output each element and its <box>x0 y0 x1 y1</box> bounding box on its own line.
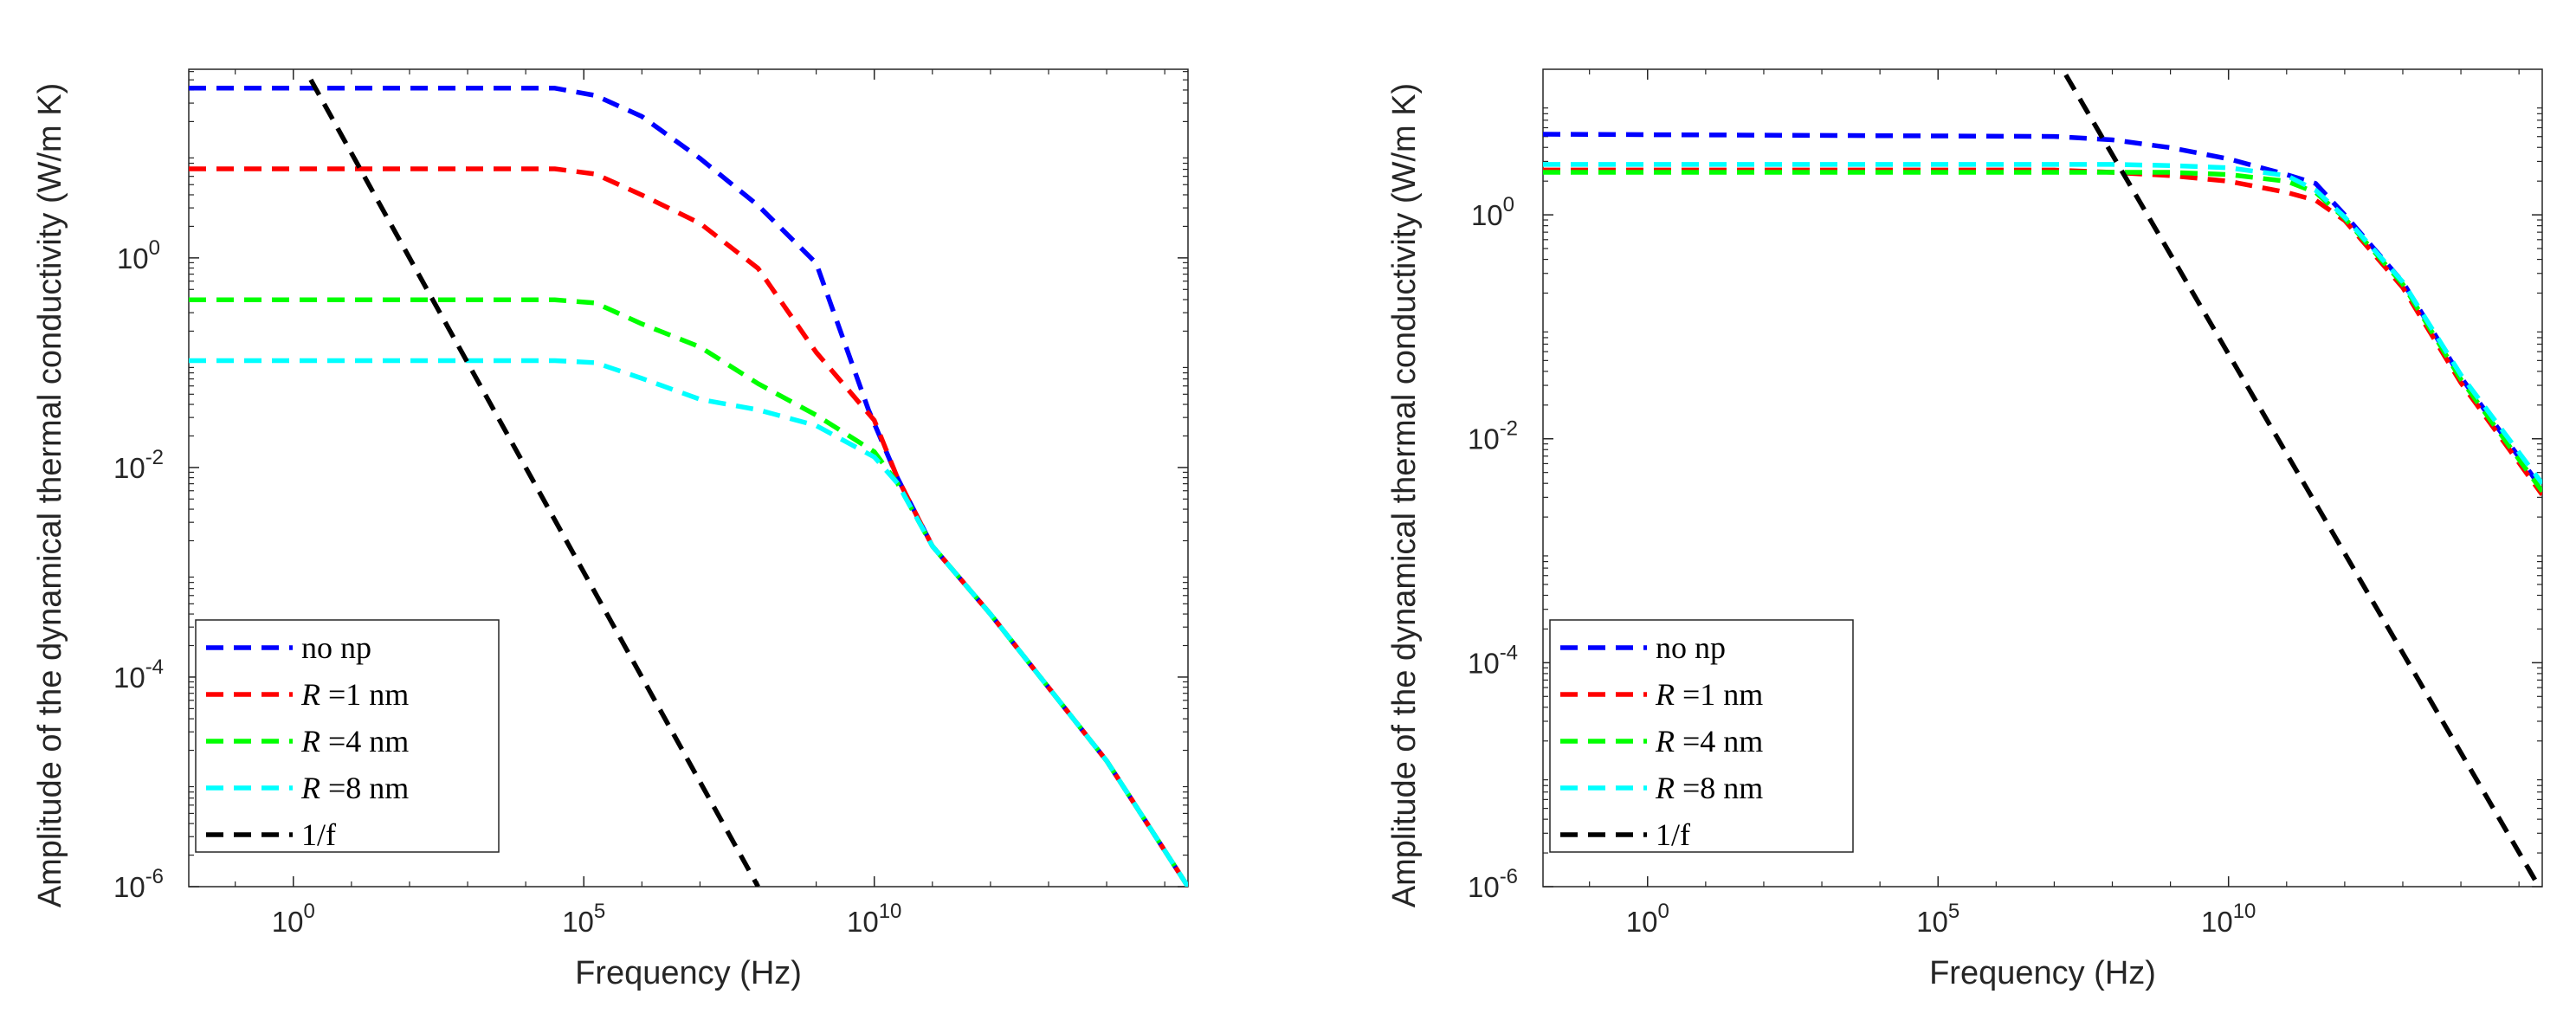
series-line-1-f <box>308 78 760 887</box>
y-tick-label: 10-6 <box>113 865 164 903</box>
chart-right: 100 105 1010 100 10-2 10-4 10-6 Frequency (Hz) A… <box>1386 68 2543 991</box>
legend-entry: R =4 nm <box>1655 724 1763 759</box>
legend-box <box>195 619 500 853</box>
y-axis-label: Amplitude of the dynamical thermal condu… <box>32 83 68 907</box>
y-tick-label: 10-2 <box>113 446 164 484</box>
series-group <box>1543 74 2542 887</box>
chart-left: 100 105 1010 100 10-2 10-4 10-6 Frequency (Hz) A… <box>32 68 1189 991</box>
y-tick-label: 10-4 <box>113 655 164 694</box>
legend-entry: 1/f <box>1656 817 1690 852</box>
legend-entry: no np <box>301 630 371 665</box>
x-axis-label: Frequency (Hz) <box>1929 955 2156 991</box>
legend-entry: R =8 nm <box>300 771 409 805</box>
legend-entry: R =8 nm <box>1655 771 1763 805</box>
legend-entry: R =1 nm <box>300 677 409 712</box>
legend-entry: R =4 nm <box>300 724 409 759</box>
legend: no np R =1 nm R =4 nm R =8 nm 1/f <box>1549 619 1854 853</box>
y-tick-label: 100 <box>117 236 160 274</box>
x-tick-label: 100 <box>272 900 315 938</box>
legend-entry: 1/f <box>301 817 336 852</box>
legend: no np R =1 nm R =4 nm R =8 nm 1/f <box>195 619 500 853</box>
legend-box <box>1549 619 1854 853</box>
x-tick-label: 1010 <box>847 900 901 938</box>
y-tick-label: 10-2 <box>1468 417 1518 455</box>
x-tick-label: 100 <box>1626 900 1669 938</box>
x-tick-label: 1010 <box>2201 900 2256 938</box>
x-axis-label: Frequency (Hz) <box>575 955 802 991</box>
y-tick-label: 10-6 <box>1468 865 1518 903</box>
x-tick-label: 105 <box>1916 900 1959 938</box>
series-line-r-8-nm <box>189 358 1188 887</box>
y-tick-label: 100 <box>1471 193 1514 231</box>
legend-entry: R =1 nm <box>1655 677 1763 712</box>
y-tick-label: 10-4 <box>1468 641 1518 679</box>
series-line-1-f <box>2063 74 2542 887</box>
x-tick-label: 105 <box>562 900 605 938</box>
y-axis-label: Amplitude of the dynamical thermal condu… <box>1386 83 1423 907</box>
series-group <box>189 78 1188 887</box>
series-line-no-np <box>1543 132 2542 491</box>
legend-entry: no np <box>1656 630 1726 665</box>
series-line-no-np <box>189 86 1188 887</box>
